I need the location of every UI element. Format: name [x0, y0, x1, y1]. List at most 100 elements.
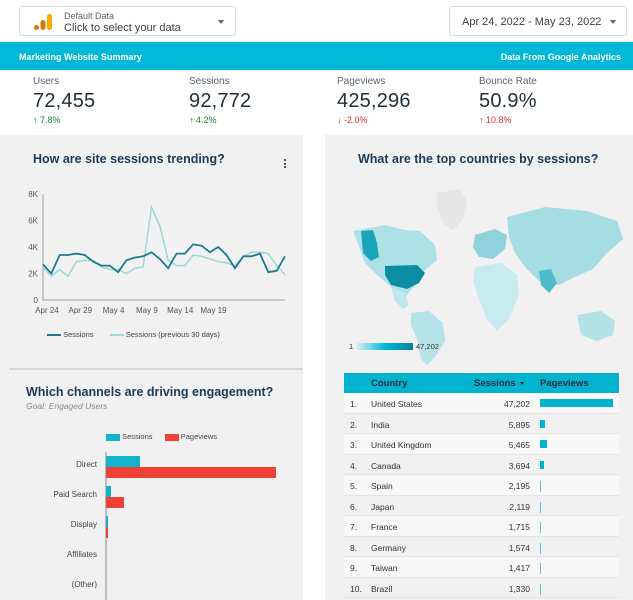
- map-greenland[interactable]: [437, 189, 467, 231]
- countries-table: Country Sessions Pageviews 1. United Stat…: [344, 373, 619, 598]
- panel-title: What are the top countries by sessions?: [358, 152, 599, 166]
- row-pageviews-bar: [540, 542, 541, 554]
- x-tick-label: Apr 24: [35, 306, 59, 315]
- row-pageviews-bar: [540, 419, 546, 428]
- row-sessions: 1,330: [508, 583, 530, 594]
- panel-title: How are site sessions trending?: [33, 152, 225, 166]
- data-source-note: Data From Google Analytics: [500, 52, 621, 62]
- metric-value: 425,296: [337, 90, 411, 112]
- metric-label: Bounce Rate: [479, 76, 537, 87]
- row-number: 4.: [350, 460, 358, 471]
- table-row[interactable]: 8. Germany 1,574: [344, 537, 619, 557]
- map-alaska-canada-west[interactable]: [361, 230, 379, 261]
- row-country: Germany: [371, 542, 406, 553]
- map-india[interactable]: [539, 269, 557, 293]
- map-color-scale: [357, 343, 413, 350]
- table-row[interactable]: 1. United States 47,202: [344, 393, 619, 414]
- metric-bounce-rate[interactable]: Bounce Rate 50.9% ↑ 10.8%: [479, 76, 537, 125]
- metric-sessions[interactable]: Sessions 92,772 ↑ 4.2%: [189, 76, 251, 125]
- map-africa[interactable]: [473, 263, 519, 331]
- row-country: India: [371, 419, 390, 430]
- category-label: Affiliates: [67, 550, 97, 559]
- more-vert-icon[interactable]: [283, 159, 287, 170]
- row-country: France: [371, 522, 398, 532]
- metric-label: Pageviews: [337, 76, 386, 87]
- metric-value: 72,455: [33, 90, 96, 112]
- row-sessions: 5,465: [508, 440, 530, 450]
- row-number: 6.: [350, 501, 358, 512]
- metric-pageviews[interactable]: Pageviews 425,296 ↓ -2.0%: [337, 76, 411, 125]
- date-range-text: Apr 24, 2022 - May 23, 2022: [462, 16, 602, 28]
- legend-swatch-pageviews: [164, 433, 179, 441]
- legend-label-previous: Sessions (previous 30 days): [125, 330, 220, 339]
- panel-subtitle: Goal: Engaged Users: [26, 401, 108, 411]
- column-header-sessions[interactable]: Sessions: [474, 378, 524, 389]
- legend-label-sessions: Sessions: [122, 432, 153, 441]
- row-pageviews-bar: [540, 522, 541, 533]
- column-header-sessions-label: Sessions: [474, 378, 516, 389]
- metric-change: ↑ 7.8%: [33, 115, 95, 125]
- date-range-selector[interactable]: Apr 24, 2022 - May 23, 2022: [449, 6, 627, 36]
- map-australia[interactable]: [577, 311, 615, 341]
- metric-change-value: 7.8%: [40, 115, 61, 125]
- google-analytics-logo-icon: [34, 14, 52, 30]
- map-scale-min: 1: [349, 342, 354, 351]
- map-united-states[interactable]: [385, 265, 425, 289]
- row-country: Spain: [371, 481, 393, 491]
- table-row[interactable]: 3. United Kingdom 5,465: [344, 434, 619, 455]
- panel-title: Which channels are driving engagement?: [26, 385, 274, 399]
- bar-sessions: [106, 516, 108, 527]
- metric-value: 92,772: [189, 90, 252, 112]
- legend-label-sessions: Sessions: [63, 330, 94, 339]
- row-country: United Kingdom: [371, 440, 432, 450]
- row-pageviews-bar: [540, 583, 541, 595]
- arrow-up-icon: ↑: [33, 115, 41, 125]
- channels-bar-chart[interactable]: Direct Paid Search Display Affiliates (Other…: [0, 366, 303, 600]
- map-europe[interactable]: [473, 229, 507, 259]
- row-pageviews-bar: [540, 501, 541, 513]
- row-sessions: 1,715: [508, 522, 530, 532]
- table-row[interactable]: 2. India 5,895: [344, 414, 619, 434]
- data-source-selector[interactable]: Default Data Click to select your data: [19, 6, 236, 36]
- x-tick-label: May 14: [167, 306, 194, 315]
- x-tick-label: May 9: [136, 306, 158, 315]
- category-label: (Other): [72, 580, 98, 589]
- chevron-down-icon: [610, 20, 616, 24]
- row-pageviews-bar: [540, 399, 613, 407]
- metric-label: Users: [33, 76, 60, 87]
- metric-change-value: 10.8%: [486, 115, 512, 125]
- metric-change: ↑ 4.2%: [189, 115, 251, 125]
- metric-users[interactable]: Users 72,455 ↑ 7.8%: [33, 76, 95, 125]
- row-pageviews-bar: [540, 481, 541, 492]
- row-pageviews-bar: [540, 563, 541, 574]
- map-south-america[interactable]: [411, 311, 445, 365]
- row-sessions: 2,119: [509, 501, 530, 512]
- table-row[interactable]: 4. Canada 3,694: [344, 455, 619, 475]
- arrow-up-icon: ↑: [189, 115, 197, 125]
- category-label: Display: [71, 520, 97, 529]
- map-asia[interactable]: [507, 207, 623, 285]
- metric-value: 50.9%: [479, 90, 537, 112]
- chart-legend: Sessions Sessions (previous 30 days): [47, 330, 220, 339]
- table-row[interactable]: 5. Spain 2,195: [344, 475, 619, 496]
- table-row[interactable]: 7. France 1,715: [344, 516, 619, 537]
- bar-pageviews: [106, 467, 276, 478]
- y-tick-label: 2K: [28, 270, 38, 279]
- legend-label-pageviews: Pageviews: [180, 432, 217, 441]
- world-map[interactable]: [325, 135, 633, 366]
- column-header-country[interactable]: Country: [371, 378, 408, 389]
- column-header-pageviews[interactable]: Pageviews: [540, 378, 589, 389]
- legend-swatch-previous: [109, 334, 124, 337]
- arrow-down-icon: ↓: [337, 115, 345, 125]
- row-number: 3.: [350, 440, 358, 450]
- countries-map-panel: What are the top countries by sessions? …: [325, 135, 633, 366]
- table-row[interactable]: 6. Japan 2,119: [344, 496, 619, 516]
- sessions-line-chart[interactable]: 0 2K 4K 6K 8K Apr 24 Apr 29 May 4 May 9 May 14 May…: [0, 135, 303, 366]
- row-number: 2.: [350, 419, 358, 430]
- sort-desc-icon: [519, 381, 524, 385]
- map-mexico[interactable]: [391, 287, 409, 309]
- table-row[interactable]: 9. Taiwan 1,417: [344, 557, 619, 578]
- table-row[interactable]: 10. Brazil 1,330: [344, 578, 619, 598]
- row-sessions: 5,895: [508, 419, 530, 430]
